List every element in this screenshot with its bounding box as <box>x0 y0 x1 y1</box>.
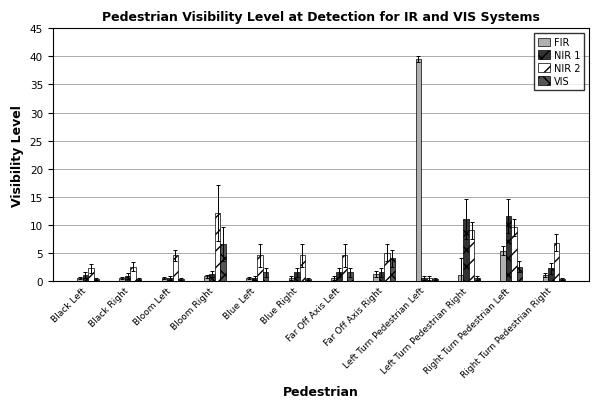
Bar <box>94 279 99 281</box>
Bar <box>136 279 142 281</box>
Title: Pedestrian Visibility Level at Detection for IR and VIS Systems: Pedestrian Visibility Level at Detection… <box>102 11 540 24</box>
Bar <box>125 276 130 281</box>
Bar <box>77 278 83 281</box>
Bar <box>263 273 268 281</box>
Bar <box>337 273 342 281</box>
Bar <box>469 231 475 281</box>
Bar <box>517 267 522 281</box>
Bar <box>506 217 511 281</box>
Bar <box>289 278 294 281</box>
Bar <box>294 273 299 281</box>
Bar <box>209 274 215 281</box>
Bar <box>373 274 379 281</box>
Bar <box>252 278 257 281</box>
Bar <box>511 228 517 281</box>
Bar <box>432 279 437 281</box>
Bar <box>475 278 480 281</box>
Bar <box>331 278 337 281</box>
X-axis label: Pedestrian: Pedestrian <box>283 385 359 398</box>
Bar <box>347 273 353 281</box>
Bar <box>119 278 125 281</box>
Bar <box>500 252 506 281</box>
Bar <box>379 273 384 281</box>
Bar <box>458 275 463 281</box>
Bar <box>305 279 311 281</box>
Bar <box>548 269 554 281</box>
Bar <box>178 279 184 281</box>
Bar <box>88 269 94 281</box>
Legend: FIR, NIR 1, NIR 2, VIS: FIR, NIR 1, NIR 2, VIS <box>534 34 584 91</box>
Y-axis label: Visibility Level: Visibility Level <box>11 104 24 206</box>
Bar <box>167 278 173 281</box>
Bar <box>215 214 220 281</box>
Bar <box>342 256 347 281</box>
Bar <box>554 243 559 281</box>
Bar <box>559 279 565 281</box>
Bar <box>390 258 395 281</box>
Bar <box>130 267 136 281</box>
Bar <box>257 256 263 281</box>
Bar <box>542 275 548 281</box>
Bar <box>161 278 167 281</box>
Bar <box>416 60 421 281</box>
Bar <box>204 276 209 281</box>
Bar <box>173 256 178 281</box>
Bar <box>427 278 432 281</box>
Bar <box>83 275 88 281</box>
Bar <box>220 245 226 281</box>
Bar <box>384 253 390 281</box>
Bar <box>463 220 469 281</box>
Bar <box>246 278 252 281</box>
Bar <box>421 278 427 281</box>
Bar <box>299 256 305 281</box>
